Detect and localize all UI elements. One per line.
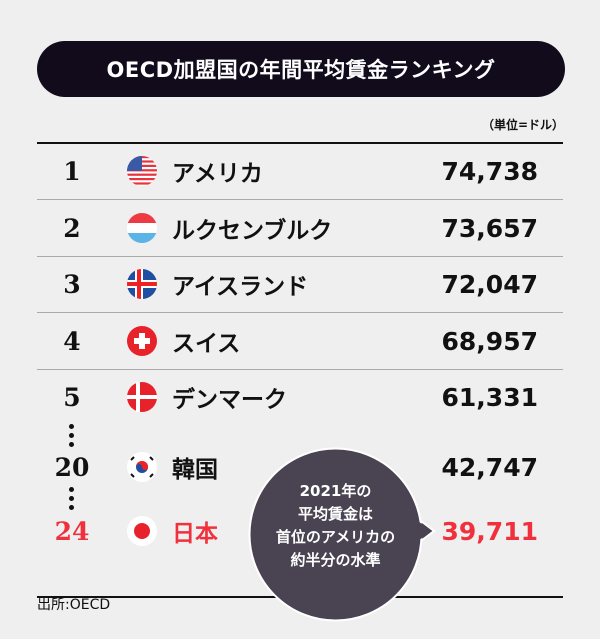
country-name: アイスランド (172, 274, 309, 300)
wage-value: 72,047 (441, 269, 538, 299)
callout-line: 2021年の (299, 482, 372, 500)
japan-flag-icon (127, 516, 157, 546)
rank: 5 (63, 382, 81, 412)
divider (37, 369, 563, 370)
switzerland-flag-icon (127, 326, 157, 356)
ellipsis-dots (69, 424, 75, 451)
country-name: ルクセンブルク (172, 218, 333, 244)
table-row: 2 ルクセンブルク 73,657 (0, 208, 600, 248)
wage-value: 68,957 (441, 326, 538, 356)
wage-value: 74,738 (441, 156, 538, 186)
wage-value: 39,711 (441, 516, 538, 546)
iceland-flag-icon (127, 269, 157, 299)
luxembourg-flag-icon (127, 213, 157, 243)
korea-flag-icon (127, 452, 157, 482)
divider (37, 142, 563, 144)
divider (37, 256, 563, 257)
rank: 2 (63, 213, 81, 243)
source-note: 出所:OECD (37, 597, 111, 613)
country-name: 韓国 (172, 457, 218, 483)
callout-text: 2021年の 平均賃金は 首位のアメリカの 約半分の水準 (248, 480, 423, 572)
country-name: スイス (172, 331, 241, 357)
denmark-flag-icon (127, 382, 157, 412)
rank: 3 (63, 269, 81, 299)
wage-value: 42,747 (441, 452, 538, 482)
callout-bubble (248, 447, 436, 622)
rank: 1 (63, 156, 81, 186)
wage-value: 73,657 (441, 213, 538, 243)
table-row: 3 アイスランド 72,047 (0, 264, 600, 304)
table-row: 4 スイス 68,957 (0, 321, 600, 361)
ellipsis-dots (69, 487, 75, 514)
callout-line: 約半分の水準 (290, 551, 381, 569)
table-row: 1 アメリカ 74,738 (0, 151, 600, 191)
divider (37, 199, 563, 200)
divider (37, 312, 563, 313)
table-row: 5 デンマーク 61,331 (0, 377, 600, 417)
unit-label: （単位=ドル） (481, 118, 564, 132)
callout-line: 首位のアメリカの (275, 528, 396, 546)
table-row: 20 韓国 42,747 (0, 447, 600, 487)
table-row: 24 日本 39,711 (0, 511, 600, 551)
country-name: デンマーク (172, 387, 287, 413)
rank: 4 (63, 326, 81, 356)
wage-value: 61,331 (441, 382, 538, 412)
country-name: アメリカ (172, 161, 263, 187)
rank: 20 (54, 452, 90, 482)
country-name: 日本 (172, 521, 218, 547)
callout-line: 平均賃金は (297, 505, 373, 523)
rank: 24 (54, 516, 90, 546)
us-flag-icon (127, 156, 157, 186)
page-title: OECD加盟国の年間平均賃金ランキング (37, 41, 565, 97)
